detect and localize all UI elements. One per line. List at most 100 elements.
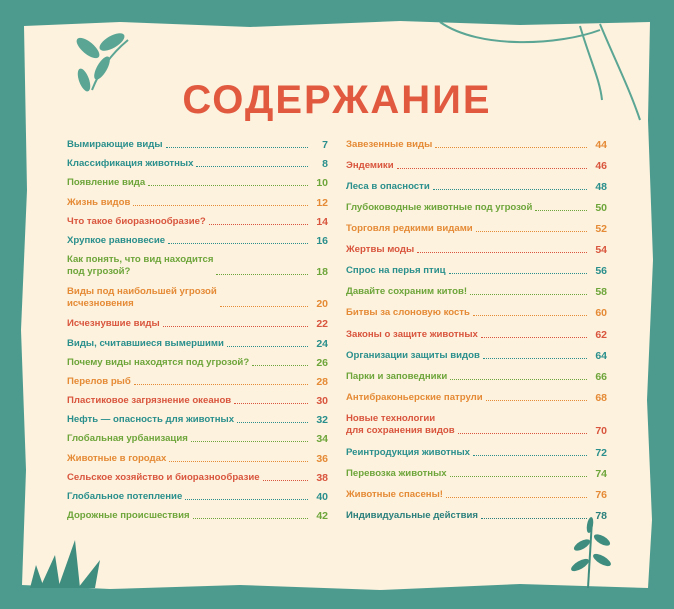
page-number: 12 (316, 196, 328, 209)
page-number: 56 (595, 265, 607, 278)
toc-entry: Классификация животных 8 (67, 158, 328, 170)
leader-dots (192, 518, 308, 519)
leader-dots (485, 399, 587, 401)
toc-entry: Антибраконьерские патрули 68 (346, 392, 607, 404)
leader-dots (169, 460, 308, 462)
entry-title: Новые технологии для сохранения видов (346, 413, 455, 437)
leader-dots (185, 498, 308, 500)
page-number: 38 (316, 471, 328, 484)
leader-dots (417, 252, 587, 254)
entry-title: Хрупкое равновесие (67, 235, 165, 247)
entry-title: Спрос на перья птиц (346, 265, 446, 277)
entry-title: Организации защиты видов (346, 350, 480, 362)
entry-title: Перелов рыб (67, 376, 131, 388)
leader-dots (234, 403, 308, 404)
entry-line: Давайте сохраним китов! (346, 286, 468, 298)
title: СОДЕРЖАНИЕ (182, 78, 492, 122)
entry-line: Исчезнувшие виды (67, 318, 160, 330)
toc-entry: Почему виды находятся под угрозой? 26 (67, 357, 328, 369)
leader-dots (252, 364, 308, 366)
toc-entry: Животные спасены! 76 (346, 489, 607, 501)
entry-line: Как понять, что вид находится (67, 254, 214, 265)
entry-title: Виды, считавшиеся вымершими (67, 338, 224, 350)
toc-entry: Жизнь видов 12 (67, 197, 328, 209)
entry-line: под угрозой? (67, 266, 131, 277)
entry-line: Глобальная урбанизация (67, 433, 188, 445)
page-number: 8 (322, 158, 328, 171)
entry-title: Глобальное потепление (67, 491, 182, 503)
leader-dots (448, 273, 587, 275)
page-number: 36 (316, 452, 328, 465)
leader-dots (219, 306, 308, 308)
page-number: 70 (595, 424, 607, 437)
page-number: 76 (595, 488, 607, 501)
page-number: 72 (595, 446, 607, 459)
leader-dots (480, 518, 587, 519)
page-number: 46 (595, 160, 607, 173)
vines-top-right (439, 21, 641, 121)
page-number: 50 (595, 202, 607, 215)
entry-line: Хрупкое равновесие (67, 234, 166, 246)
entry-title: Жертвы моды (346, 244, 414, 256)
entry-line: Дорожные происшествия (67, 510, 190, 521)
toc-entry: Нефть — опасность для животных 32 (67, 414, 328, 426)
toc-entry: Как понять, что вид находится под угрозой… (67, 254, 328, 278)
page-number: 64 (595, 349, 607, 362)
leader-dots (473, 454, 587, 456)
entry-line: исчезновения (67, 298, 134, 310)
page-number: 58 (595, 286, 607, 299)
entry-title: Завезенные виды (346, 139, 432, 151)
toc-entry: Появление вида 10 (67, 177, 328, 189)
entry-line: Эндемики (346, 160, 394, 172)
leader-dots (450, 378, 587, 380)
entry-line: Виды под наибольшей угрозой (67, 286, 217, 298)
entry-title: Индивидуальные действия (346, 510, 478, 522)
entry-title: Перевозка животных (346, 468, 447, 480)
toc-entry: Организации защиты видов 64 (346, 350, 607, 362)
paper (21, 21, 653, 590)
entry-line: Нефть — опасность для животных (67, 414, 235, 426)
leader-dots (396, 168, 587, 170)
entry-title: Битвы за слоновую кость (346, 307, 470, 319)
page-number: 54 (595, 244, 607, 257)
entry-title: Виды под наибольшей угрозой исчезновения (67, 286, 217, 310)
entry-title: Почему виды находятся под угрозой? (67, 357, 249, 369)
toc-entry: Виды, считавшиеся вымершими 24 (67, 338, 328, 350)
leader-dots (162, 326, 308, 328)
entry-title: Появление вида (67, 177, 145, 189)
page-number: 7 (322, 139, 328, 151)
toc-entry: Жертвы моды 54 (346, 244, 607, 256)
entry-title: Классификация животных (67, 158, 193, 170)
leader-dots (470, 294, 587, 296)
toc-entry: Что такое биоразнообразие? 14 (67, 216, 328, 228)
entry-line: Перелов рыб (67, 375, 131, 387)
page-number: 30 (316, 395, 328, 407)
entry-title: Исчезнувшие виды (67, 318, 160, 330)
leader-dots (457, 432, 587, 434)
leader-dots (535, 210, 587, 212)
entry-title: Глобальная урбанизация (67, 433, 188, 445)
leader-dots (226, 345, 308, 347)
entry-line: Завезенные виды (346, 139, 433, 150)
entry-title: Глубоководные животные под угрозой (346, 202, 532, 214)
entry-line: Парки и заповедники (346, 370, 448, 382)
page-number: 26 (316, 356, 328, 369)
leader-dots (208, 223, 308, 225)
entry-line: Перевозка животных (346, 467, 447, 479)
entry-line: Спрос на перья птиц (346, 265, 446, 277)
page-number: 14 (316, 215, 328, 228)
entry-line: Торговля редкими видами (346, 223, 473, 235)
toc-entry: Парки и заповедники 66 (346, 371, 607, 383)
page-number: 32 (316, 414, 328, 427)
entry-line: Сельское хозяйство и биоразнообразие (67, 471, 260, 483)
page-number: 78 (595, 510, 607, 522)
toc-entry: Хрупкое равновесие 16 (67, 235, 328, 247)
page-number: 28 (316, 375, 328, 388)
toc-entry: Законы о защите животных 62 (346, 329, 607, 341)
entry-line: Новые технологии (346, 412, 436, 424)
entry-line: Жертвы моды (346, 244, 415, 256)
entry-title: Эндемики (346, 160, 394, 172)
grass-bottom-left (30, 540, 100, 588)
entry-line: Виды, считавшиеся вымершими (67, 337, 224, 349)
